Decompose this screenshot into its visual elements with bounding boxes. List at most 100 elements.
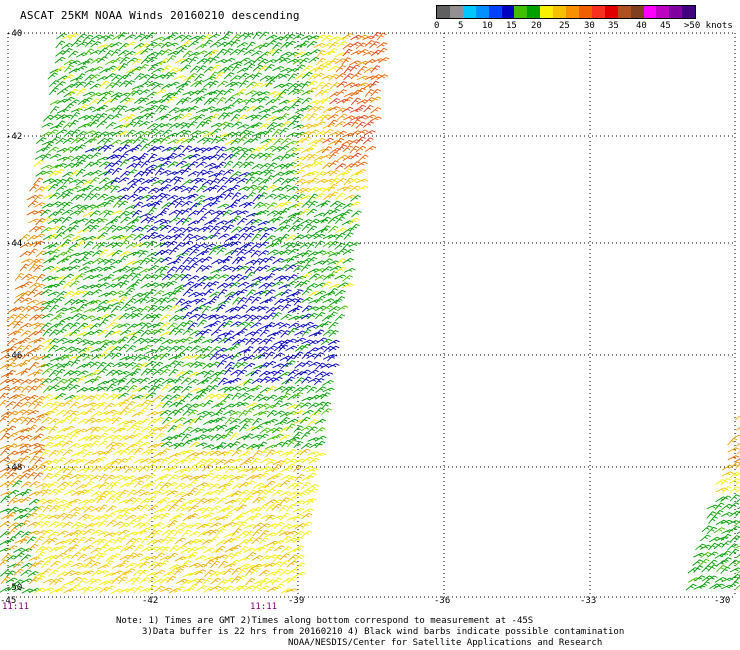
wind-barb	[97, 131, 109, 138]
wind-barb	[166, 72, 177, 80]
wind-barb	[334, 313, 346, 322]
wind-barb	[154, 402, 165, 410]
wind-barb	[217, 524, 229, 530]
wind-barb	[229, 184, 240, 192]
wind-barb	[279, 560, 290, 568]
wind-barb	[90, 204, 103, 210]
wind-barb	[336, 154, 349, 162]
wind-barb	[181, 40, 193, 48]
wind-barb	[259, 523, 271, 530]
wind-barb	[118, 80, 130, 88]
wind-barb	[21, 281, 33, 288]
wind-barb	[112, 281, 125, 288]
wind-barb	[308, 100, 321, 105]
wind-barb	[33, 202, 46, 208]
wind-barb	[70, 562, 83, 568]
wind-barb	[272, 73, 284, 80]
wind-barb	[203, 458, 214, 466]
wind-barb	[13, 306, 25, 312]
wind-barb	[301, 81, 312, 89]
wind-barb	[735, 510, 740, 517]
wind-barb	[350, 97, 361, 106]
wind-barb	[328, 41, 339, 50]
wind-barb	[236, 88, 247, 97]
wind-barb	[342, 248, 355, 255]
wind-barb	[61, 209, 73, 216]
wind-barb	[245, 114, 258, 120]
wind-barb	[117, 442, 129, 450]
wind-barb	[145, 360, 157, 367]
wind-barb	[91, 250, 103, 257]
wind-barb	[42, 143, 53, 152]
wind-barb	[40, 449, 51, 458]
wind-barb	[77, 370, 89, 377]
wind-barb	[21, 351, 32, 360]
wind-barb	[48, 466, 61, 472]
wind-barb	[272, 216, 284, 223]
wind-barb	[21, 258, 34, 264]
wind-barb	[147, 215, 157, 224]
wind-barb	[202, 225, 214, 233]
wind-barb	[217, 264, 229, 272]
wind-barb	[69, 329, 80, 337]
wind-barb	[98, 544, 110, 551]
wind-barb	[48, 80, 60, 88]
wind-barb	[734, 519, 740, 527]
wind-barb	[0, 415, 9, 422]
wind-barb	[257, 65, 269, 73]
wind-barb	[715, 479, 727, 486]
wind-barb	[40, 520, 51, 529]
wind-barb	[28, 400, 39, 408]
wind-barb	[336, 81, 348, 88]
wind-barb	[152, 458, 164, 464]
wind-barb	[188, 339, 201, 345]
wind-barb	[222, 31, 233, 39]
wind-barb	[89, 74, 101, 81]
wind-barb	[126, 57, 138, 64]
wind-barb	[132, 195, 145, 202]
wind-barb	[13, 547, 25, 553]
wind-barb	[321, 146, 333, 154]
wind-barb	[250, 315, 263, 322]
wind-barb	[133, 170, 145, 178]
wind-barb	[20, 359, 30, 368]
wind-barb	[173, 408, 184, 417]
wind-barb	[154, 508, 167, 514]
wind-barb	[56, 530, 69, 537]
wind-barb	[286, 177, 299, 184]
wind-barb	[138, 43, 150, 49]
wind-barb	[216, 146, 227, 154]
wind-barb	[131, 89, 143, 97]
wind-barb	[13, 530, 25, 538]
wind-barb	[315, 345, 327, 352]
wind-barb	[48, 226, 61, 232]
wind-barb	[236, 473, 247, 481]
wind-barb	[35, 217, 46, 226]
wind-barb	[20, 535, 30, 544]
wind-barb	[292, 33, 305, 40]
wind-barb	[327, 354, 338, 362]
wind-barb	[307, 347, 319, 354]
wind-barb	[68, 355, 81, 361]
wind-barb	[147, 63, 159, 72]
time-label-mid: 11:11	[250, 602, 277, 612]
wind-barb	[194, 335, 206, 344]
wind-barb	[721, 471, 734, 477]
wind-barb	[92, 305, 104, 311]
wind-barb	[280, 242, 293, 248]
wind-barb	[208, 49, 219, 58]
wind-barb	[307, 177, 319, 185]
wind-barb	[279, 113, 290, 121]
wind-barb	[188, 464, 199, 473]
wind-barb	[250, 280, 262, 288]
wind-barb	[231, 121, 243, 128]
wind-barb	[90, 131, 102, 137]
wind-barb	[300, 264, 311, 272]
wind-barb	[160, 512, 171, 521]
wind-barb	[146, 51, 159, 58]
wind-barb	[265, 351, 275, 360]
wind-barb	[209, 199, 221, 207]
wind-barb	[294, 402, 305, 410]
wind-barb	[173, 145, 185, 153]
wind-barb	[166, 280, 177, 288]
